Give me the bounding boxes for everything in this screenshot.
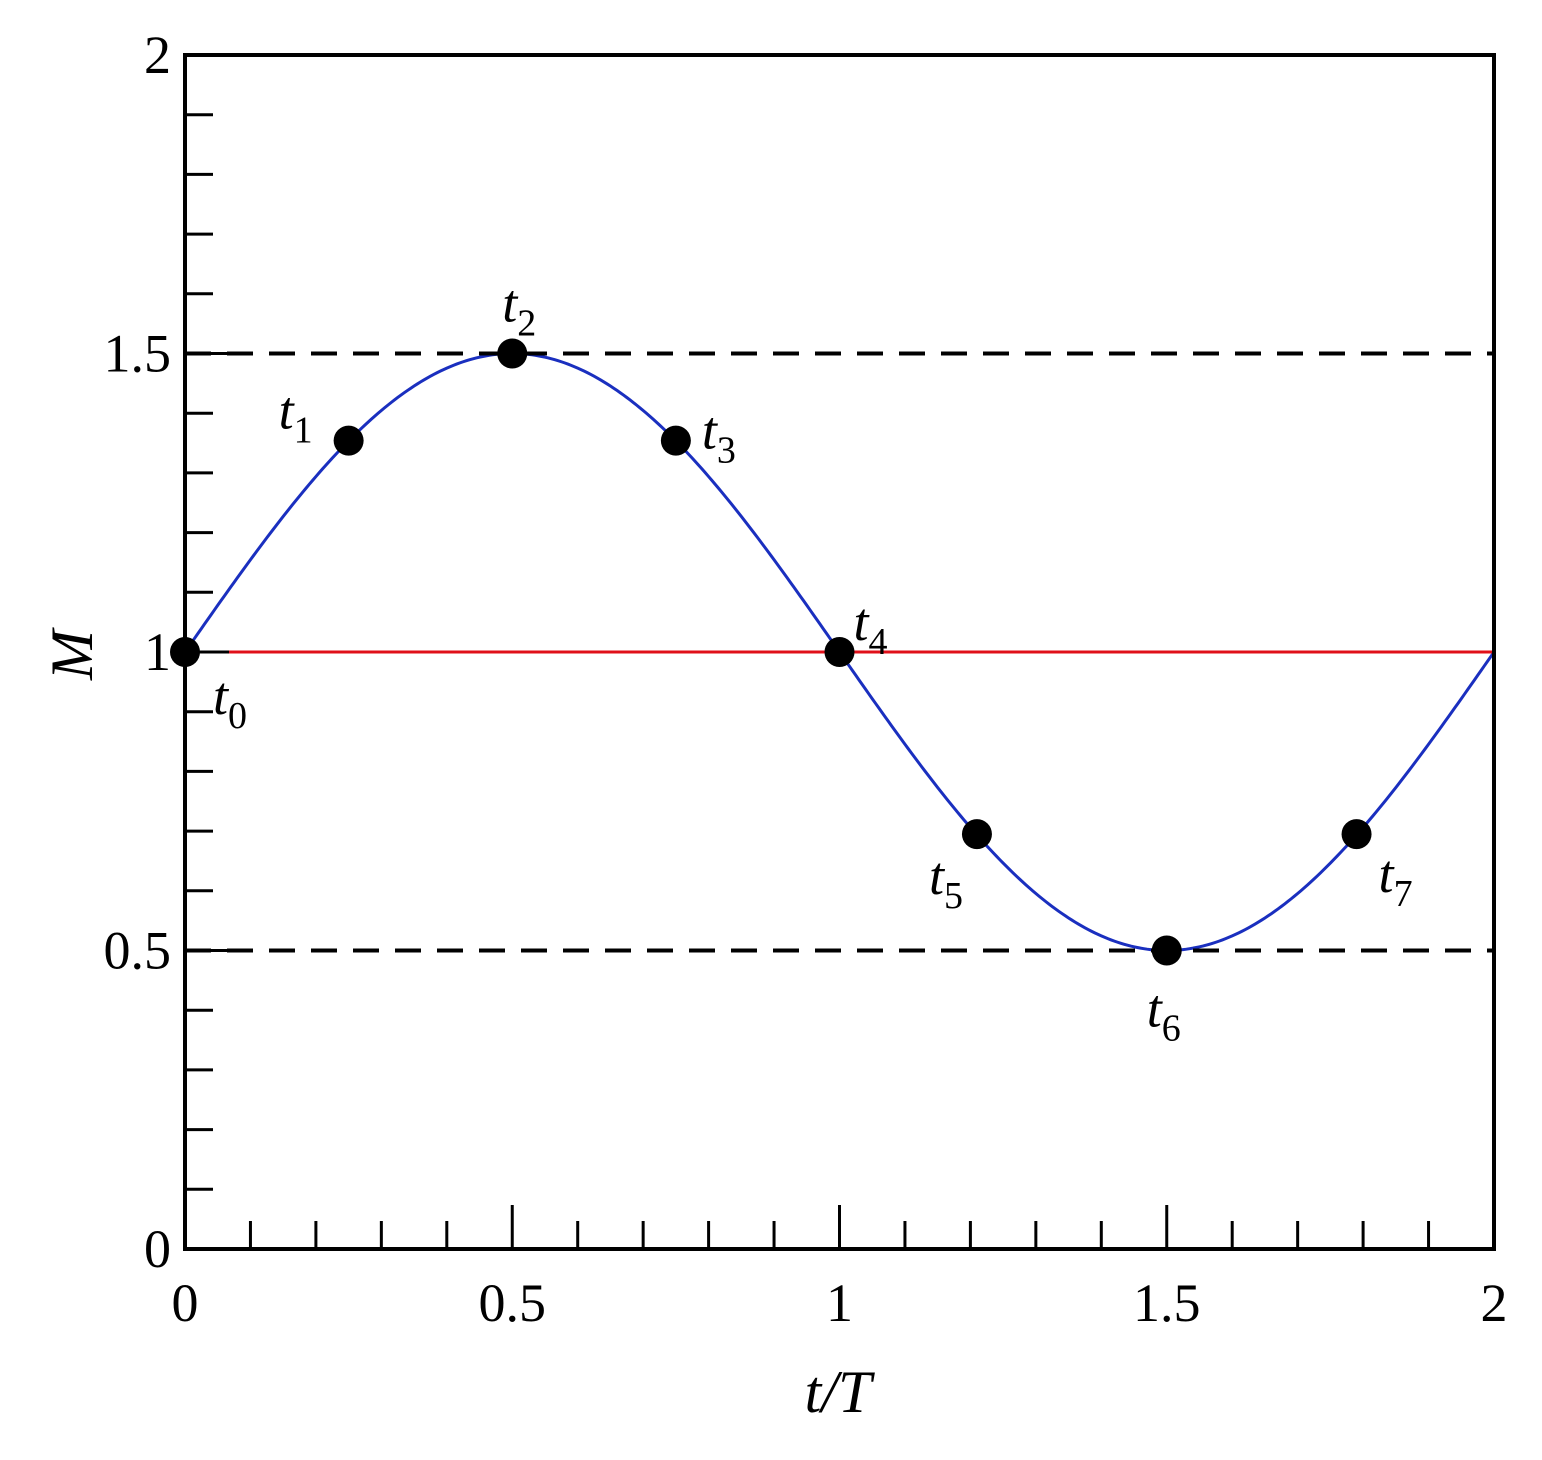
point-label-subscript: 1 — [294, 410, 313, 452]
point-marker-t4 — [824, 637, 855, 667]
y-tick-label: 1.5 — [104, 324, 172, 384]
x-tick-label: 0.5 — [479, 1273, 547, 1333]
point-label-t4: t4 — [854, 592, 888, 663]
y-tick-label: 2 — [144, 25, 171, 85]
point-label-main: t — [213, 666, 230, 726]
tick-marks — [183, 53, 1496, 1251]
point-label-t6: t6 — [1147, 979, 1181, 1050]
point-label-main: t — [702, 401, 719, 461]
point-label-t7: t7 — [1379, 844, 1413, 915]
point-marker-t7 — [1341, 819, 1372, 850]
point-label-main: t — [502, 274, 519, 334]
point-markers — [170, 338, 1372, 966]
point-label-main: t — [854, 592, 871, 652]
point-label-main: t — [1379, 844, 1396, 904]
point-marker-t1 — [333, 425, 364, 456]
x-tick-label: 2 — [1481, 1273, 1508, 1333]
point-label-subscript: 0 — [228, 695, 247, 737]
point-label-t2: t2 — [502, 274, 536, 345]
point-label-main: t — [1147, 979, 1164, 1039]
point-marker-t3 — [660, 425, 691, 456]
x-axis-label: t/T — [805, 1359, 875, 1425]
point-label-main: t — [929, 846, 946, 906]
point-label-t0: t0 — [213, 666, 247, 737]
point-label-t3: t3 — [702, 401, 736, 472]
y-tick-label: 0.5 — [104, 921, 172, 981]
x-tick-label: 1.5 — [1133, 1273, 1201, 1333]
y-tick-label: 0 — [144, 1219, 171, 1279]
point-label-subscript: 2 — [517, 303, 536, 345]
point-marker-t2 — [497, 338, 528, 369]
point-marker-t5 — [961, 819, 992, 850]
y-tick-label: 1 — [144, 622, 171, 682]
point-label-main: t — [279, 381, 296, 441]
x-tick-label: 1 — [826, 1273, 853, 1333]
point-label-subscript: 7 — [1394, 873, 1413, 915]
point-label-subscript: 4 — [869, 621, 888, 663]
tick-labels: 0 0.5 1 1.5 2 0 0.5 1 1.5 2 — [104, 25, 1508, 1333]
point-label-t5: t5 — [929, 846, 963, 917]
point-marker-t0 — [170, 637, 200, 667]
point-label-subscript: 5 — [944, 875, 963, 917]
y-axis-label: M — [39, 627, 105, 681]
x-tick-label: 0 — [172, 1273, 199, 1333]
point-label-subscript: 6 — [1162, 1008, 1181, 1050]
point-label-t1: t1 — [279, 381, 313, 452]
point-label-subscript: 3 — [717, 430, 736, 472]
point-marker-t6 — [1151, 935, 1182, 966]
